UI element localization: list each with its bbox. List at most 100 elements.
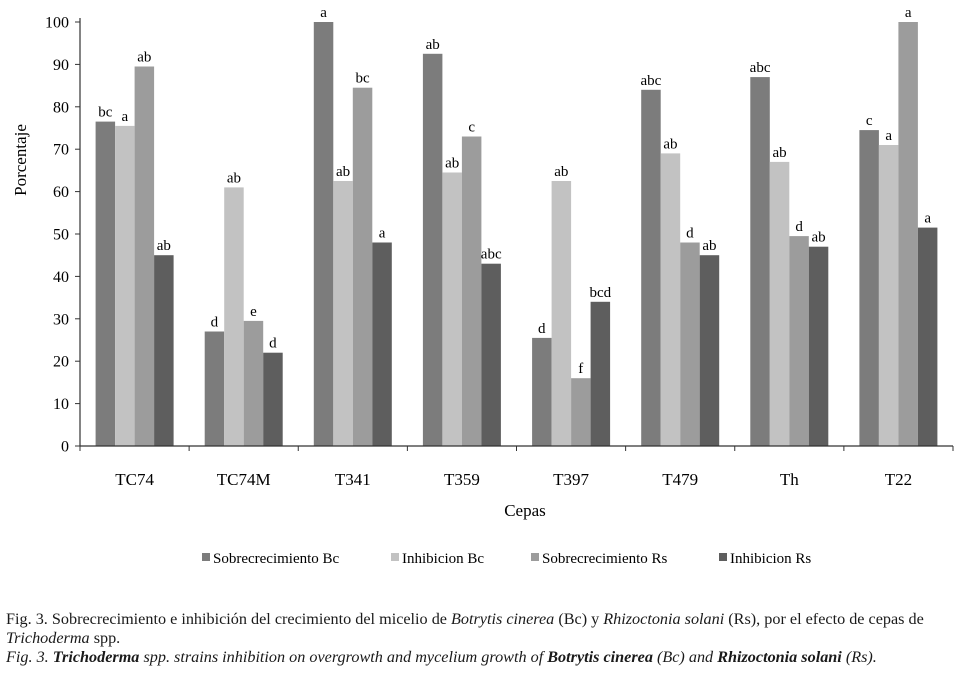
significance-label: ab — [773, 145, 787, 161]
legend-label: Inhibicion Bc — [402, 551, 484, 567]
significance-label: abc — [750, 60, 771, 76]
category-label: T479 — [662, 470, 698, 489]
category-labels: TC74 TC74M T341 T359 T397 T479 Th T22 — [115, 470, 912, 489]
significance-label: a — [905, 5, 912, 21]
significance-label: ab — [426, 37, 440, 53]
caption-text: Trichoderma — [52, 648, 140, 666]
y-tick-label: 100 — [45, 15, 69, 32]
y-tick-label: 10 — [53, 396, 69, 413]
y-axis-title: Porcentaje — [11, 124, 30, 196]
category-label: TC74M — [217, 470, 271, 489]
significance-label: d — [269, 336, 277, 352]
y-tick-label: 0 — [61, 439, 69, 456]
category-label: Th — [780, 470, 799, 489]
significance-label: ab — [227, 170, 241, 186]
bar-tc74-series-1 — [95, 121, 116, 446]
significance-label: ab — [663, 136, 677, 152]
y-tick-label: 30 — [53, 311, 69, 328]
legend-item: Sobrecrecimiento Bc — [202, 551, 340, 567]
category-label: T22 — [885, 470, 912, 489]
bar-t22-series-1 — [859, 130, 879, 446]
significance-label: d — [795, 219, 803, 235]
bar-th-series-1 — [750, 77, 770, 446]
x-axis-title: Cepas — [504, 501, 546, 520]
significance-labels: bc aababdabedaabbcaababcabcdabfbcdabcabda… — [98, 5, 931, 377]
caption-text: Fig. 3. Sobrecrecimiento e inhibición de… — [6, 610, 452, 628]
caption-text: spp. strains inhibition on overgrowth an… — [139, 648, 548, 666]
caption-text: Botrytis cinerea — [547, 648, 653, 666]
bar-t397-series-3 — [571, 378, 591, 446]
significance-label: ab — [445, 156, 459, 172]
axes — [75, 18, 954, 451]
legend-item: Sobrecrecimiento Rs — [531, 551, 668, 567]
bar-th-series-4 — [808, 246, 829, 446]
legend-swatch — [202, 553, 210, 561]
significance-label: ab — [554, 164, 568, 180]
caption-text: Fig. 3. — [6, 648, 53, 666]
caption-text: Rhizoctonia solani — [603, 610, 725, 628]
bar-t479-series-3 — [680, 242, 700, 446]
significance-label: a — [121, 109, 128, 125]
y-tick-label: 60 — [53, 184, 69, 201]
caption-text: (Rs), por el efecto de cepas de — [724, 610, 924, 628]
bar-t22-series-2 — [878, 145, 899, 446]
significance-label: ab — [336, 164, 350, 180]
significance-label: a — [379, 226, 386, 242]
y-tick-label: 40 — [53, 269, 69, 286]
significance-label: bcd — [589, 285, 611, 301]
significance-label: d — [538, 321, 546, 337]
category-label: T359 — [444, 470, 480, 489]
category-label: TC74 — [115, 470, 154, 489]
bar-t341-series-3 — [352, 87, 373, 446]
significance-label: f — [578, 361, 583, 377]
bar-t341-series-1 — [313, 22, 334, 446]
bar-chart: bc aababdabedaabbcaababcabcdabfbcdabcabda… — [11, 5, 954, 567]
caption-text: (Bc) and — [652, 648, 718, 666]
legend-swatch — [531, 553, 539, 561]
significance-label: c — [866, 113, 873, 129]
bar-t359-series-4 — [481, 263, 501, 446]
bar-t479-series-4 — [699, 255, 720, 446]
significance-label: a — [924, 211, 931, 227]
bar-tc74m-series-4 — [263, 352, 283, 446]
bar-tc74m-series-1 — [204, 331, 225, 446]
bar-t479-series-2 — [660, 153, 681, 446]
caption-text: (Rs). — [841, 648, 877, 666]
bar-th-series-3 — [789, 236, 809, 446]
significance-label: d — [211, 315, 219, 331]
bar-tc74-series-2 — [115, 125, 135, 447]
y-tick-label: 90 — [53, 57, 69, 74]
bar-t397-series-4 — [590, 301, 611, 446]
bar-t359-series-3 — [461, 136, 482, 446]
significance-label: ab — [157, 238, 171, 254]
y-tick-label: 80 — [53, 99, 69, 116]
legend-swatch — [719, 553, 727, 561]
significance-label: a — [320, 5, 327, 21]
category-label: T341 — [335, 470, 371, 489]
bar-tc74m-series-3 — [243, 320, 264, 446]
bar-t22-series-4 — [917, 227, 938, 446]
legend-label: Sobrecrecimiento Bc — [213, 551, 340, 567]
caption-text: Rhizoctonia solani — [717, 648, 842, 666]
significance-label: d — [686, 226, 694, 242]
caption-text: Botrytis cinerea — [451, 610, 555, 628]
caption-text: spp. — [89, 629, 121, 647]
bar-t397-series-1 — [532, 337, 552, 446]
legend-item: Inhibicion Rs — [719, 551, 811, 567]
bar-th-series-2 — [769, 161, 790, 446]
bar-t479-series-1 — [641, 89, 661, 447]
significance-label: ab — [137, 50, 151, 66]
bar-t359-series-1 — [422, 53, 443, 447]
legend-label: Sobrecrecimiento Rs — [542, 551, 668, 567]
bar-t397-series-2 — [551, 181, 572, 446]
bar-t341-series-4 — [372, 242, 392, 446]
bar-tc74-series-4 — [154, 255, 174, 446]
bar-t341-series-2 — [333, 181, 353, 446]
y-tick-label: 20 — [53, 354, 69, 371]
y-tick-label: 70 — [53, 142, 69, 159]
legend-label: Inhibicion Rs — [730, 551, 811, 567]
y-tick-label: 50 — [53, 227, 69, 244]
legend-item: Inhibicion Bc — [391, 551, 484, 567]
caption-text: (Bc) y — [554, 610, 604, 628]
significance-label: a — [885, 128, 892, 144]
